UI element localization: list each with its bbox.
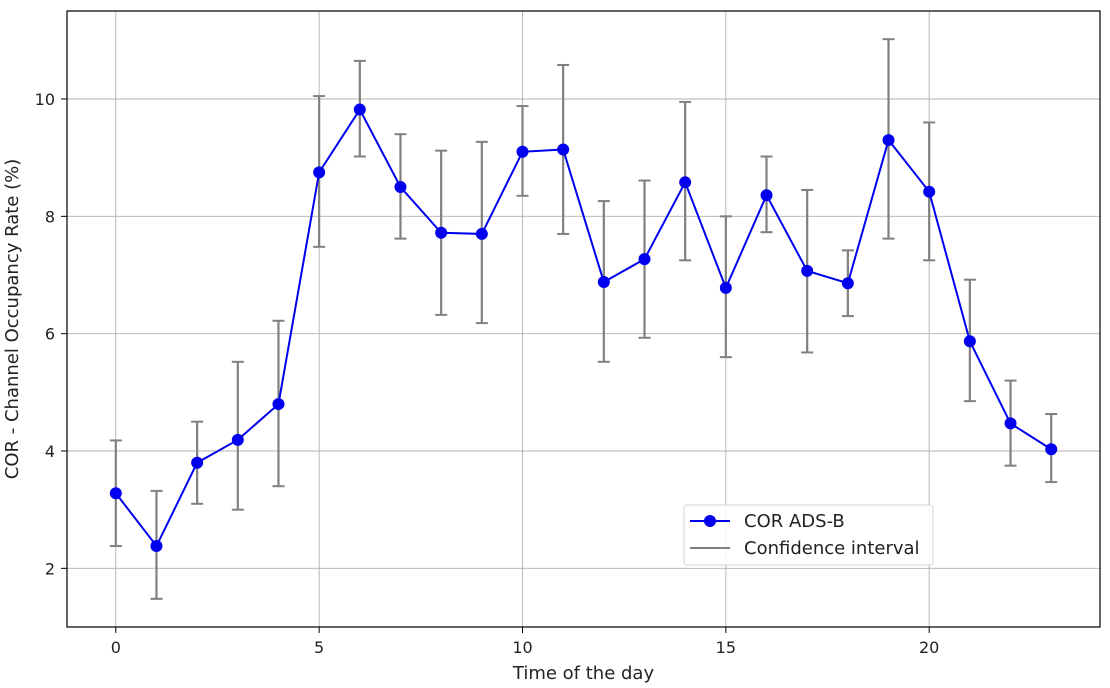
- legend-box: [683, 504, 934, 566]
- data-point: [882, 134, 895, 147]
- data-point: [231, 433, 244, 446]
- legend-series-marker: [704, 515, 716, 527]
- data-point: [191, 456, 204, 469]
- data-point: [719, 281, 732, 294]
- x-tick-label: 20: [919, 638, 939, 657]
- y-axis-label: COR - Channel Occupancy Rate (%): [2, 159, 23, 479]
- legend-ci-label: Confidence interval: [744, 538, 920, 559]
- data-point: [841, 277, 854, 290]
- data-point: [679, 176, 692, 189]
- y-tick-label: 2: [45, 559, 55, 578]
- data-point: [1045, 443, 1058, 456]
- data-point: [923, 185, 936, 198]
- data-point: [760, 189, 773, 202]
- x-axis-label: Time of the day: [512, 663, 655, 684]
- data-point: [1004, 417, 1017, 430]
- axis-ticks: 0 5 10 15 20 2 4 6 8 10: [35, 90, 940, 657]
- y-tick-label: 4: [45, 442, 55, 461]
- data-point: [638, 253, 651, 266]
- data-point: [435, 226, 448, 239]
- y-tick-label: 6: [45, 325, 55, 344]
- data-point: [963, 335, 976, 348]
- series-layer: [109, 103, 1058, 553]
- data-point: [109, 487, 122, 500]
- data-point: [272, 398, 285, 411]
- series-line: [115, 107, 1052, 548]
- data-point: [394, 181, 407, 193]
- data-point: [313, 166, 326, 179]
- data-point: [597, 276, 610, 289]
- data-point: [801, 264, 814, 277]
- plot-frame: [66, 10, 1101, 628]
- x-tick-label: 5: [314, 638, 324, 657]
- x-tick-label: 10: [512, 638, 532, 657]
- data-point: [557, 143, 570, 156]
- data-point: [475, 227, 488, 240]
- y-tick-label: 8: [45, 207, 55, 226]
- data-point: [150, 540, 163, 553]
- legend: COR ADS-B Confidence interval: [683, 504, 934, 566]
- data-point: [353, 103, 366, 116]
- x-tick-label: 15: [716, 638, 736, 657]
- y-tick-label: 10: [35, 90, 55, 109]
- legend-series-label: COR ADS-B: [744, 511, 845, 532]
- data-point: [516, 145, 529, 158]
- x-tick-label: 0: [111, 638, 121, 657]
